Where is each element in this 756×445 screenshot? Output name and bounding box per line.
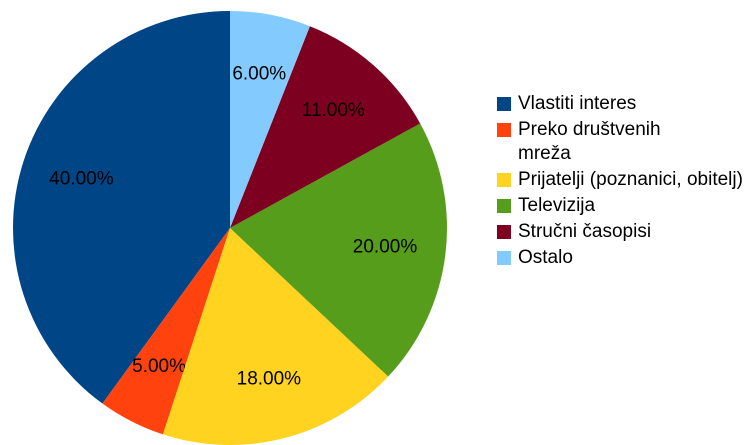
legend-label: Televizija	[518, 195, 596, 216]
pie-slice	[12, 11, 230, 404]
data-label: 11.00%	[302, 100, 365, 121]
legend-swatch	[497, 97, 511, 111]
legend-item: Preko društvenih mreža	[497, 118, 756, 166]
legend-label: Vlastiti interes	[518, 93, 637, 114]
legend-item: Prijatelji (poznanici, obitelj)	[497, 168, 756, 192]
pie-slice	[230, 26, 421, 229]
legend-swatch	[497, 199, 511, 213]
legend-item: Stručni časopisi	[497, 220, 756, 244]
data-label: 40.00%	[49, 169, 114, 190]
data-label: 18.00%	[237, 368, 302, 389]
legend-label: Ostalo	[518, 247, 573, 268]
legend-swatch	[497, 173, 511, 187]
legend-item: Vlastiti interes	[497, 92, 756, 116]
legend-swatch	[497, 225, 511, 239]
legend-item: Televizija	[497, 194, 756, 218]
data-label: 5.00%	[132, 356, 186, 377]
legend: Vlastiti interes Preko društvenih mreža Pr…	[497, 92, 756, 272]
pie-slice	[162, 228, 389, 445]
pie-slice	[230, 11, 310, 228]
legend-swatch	[497, 123, 511, 137]
legend-item: Ostalo	[497, 246, 756, 270]
data-label: 20.00%	[353, 237, 418, 258]
legend-label: Preko društvenih mreža	[518, 119, 661, 164]
data-label: 6.00%	[232, 64, 286, 85]
legend-label: Prijatelji (poznanici, obitelj)	[518, 169, 743, 190]
pie-slice	[230, 123, 447, 377]
pie-slice	[102, 228, 230, 435]
legend-label: Stručni časopisi	[518, 221, 652, 242]
legend-swatch	[497, 251, 511, 265]
